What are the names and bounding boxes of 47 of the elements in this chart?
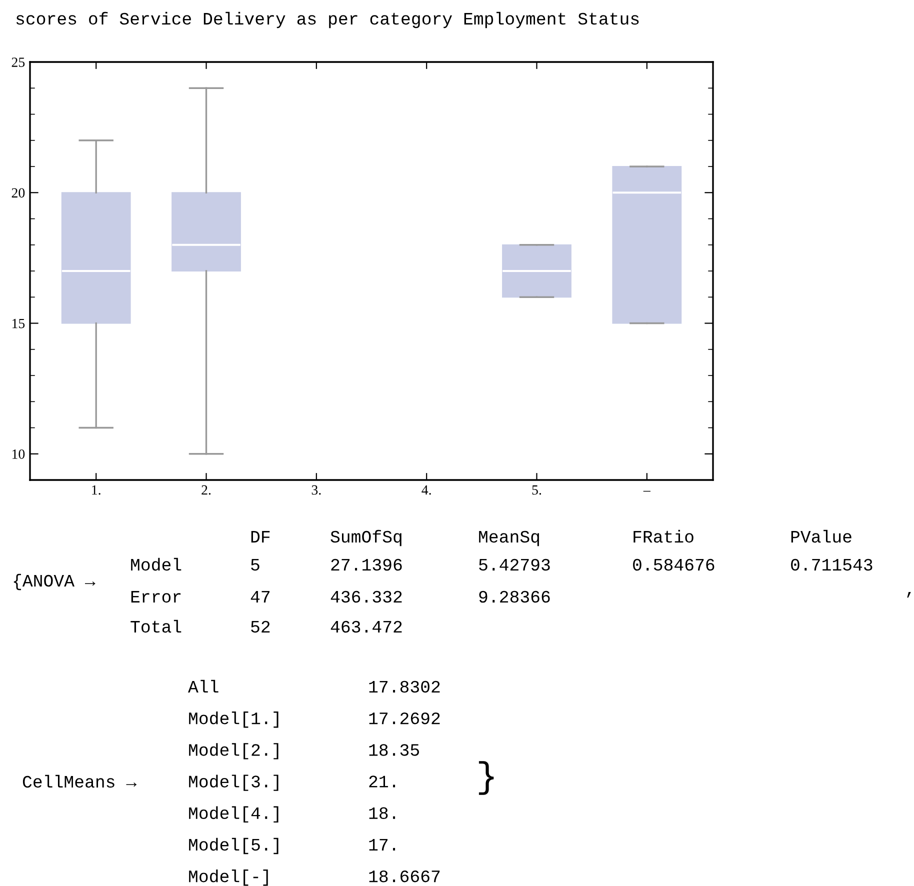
- text: SumOfSq: [330, 530, 402, 546]
- text: ,: [907, 592, 911, 598]
- text: Model[2.]: [189, 743, 278, 760]
- text: Model[1.]: [189, 712, 278, 728]
- text: 18.35: [369, 744, 419, 756]
- text: 5: [251, 559, 260, 571]
- x-tick-label: –: [643, 490, 650, 492]
- text: 17.8302: [369, 680, 440, 693]
- text: FRatio: [634, 530, 694, 543]
- text: }: [478, 761, 494, 795]
- text: CellMeans →: [22, 774, 137, 788]
- text: All: [188, 680, 218, 692]
- chart-title: scores of Service Delivery as per category Employment Status: [16, 12, 639, 28]
- y-tick-label: 25: [12, 58, 25, 67]
- text: 21.: [369, 776, 396, 788]
- x-tick-label: 1.: [92, 485, 100, 495]
- x-tick-label: 3.: [312, 485, 321, 495]
- text: PValue: [791, 530, 852, 543]
- text: 9.28366: [479, 590, 550, 603]
- y-tick-label: 20: [12, 188, 25, 198]
- text: 18.6667: [369, 870, 440, 882]
- text: Model[5.]: [189, 838, 278, 854]
- text: 18.: [369, 807, 396, 820]
- text: 17.: [369, 839, 396, 850]
- text: Model[3.]: [189, 774, 278, 791]
- y-tick-label: 15: [12, 318, 25, 328]
- text: 436.332: [330, 590, 402, 603]
- text: 0.584676: [633, 558, 714, 571]
- text: Error: [131, 591, 181, 603]
- text: MeanSq: [479, 530, 539, 546]
- text: 463.472: [330, 620, 402, 633]
- text: Total: [130, 620, 182, 633]
- text: Model[-]: [189, 870, 268, 886]
- x-tick-label: 4.: [422, 485, 431, 495]
- text: 17.2692: [369, 712, 440, 724]
- text: Model: [131, 558, 182, 571]
- x-tick-label: 5.: [532, 485, 542, 495]
- text: Model[4.]: [189, 806, 278, 822]
- text: 5.42793: [479, 558, 550, 571]
- text: 0.711543: [791, 558, 872, 571]
- text: 27.1396: [331, 558, 402, 571]
- y-tick-label: 10: [12, 449, 25, 459]
- text: {ANOVA →: [14, 574, 96, 590]
- x-tick-label: 2.: [202, 485, 211, 495]
- text: 47: [250, 591, 270, 602]
- text: DF: [251, 531, 270, 542]
- text: 52: [251, 620, 270, 633]
